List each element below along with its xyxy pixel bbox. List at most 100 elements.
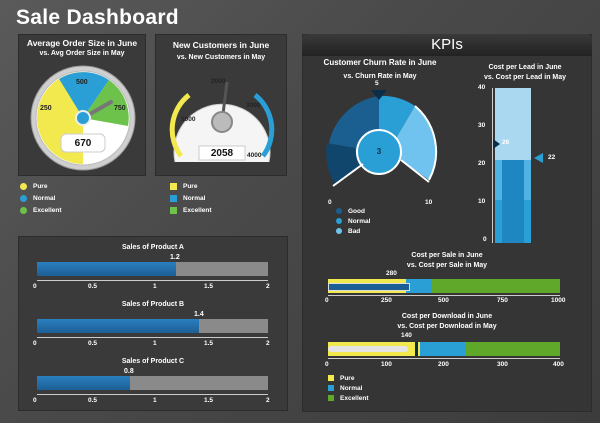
download-bar <box>328 346 408 352</box>
legend-item-excellent: Excellent <box>170 204 212 216</box>
legend-item-excellent: Excellent <box>328 393 369 403</box>
customers-gauge-subtitle: vs. New Customers in May <box>176 54 266 61</box>
order-tick-500: 500 <box>76 79 88 86</box>
sale-tick-1000: 1000 <box>551 297 566 304</box>
product-a-title: Sales of Product A <box>122 244 184 251</box>
order-gauge-legend: Pure Normal Excellent <box>20 180 62 216</box>
lead-tick-40: 40 <box>478 84 486 91</box>
legend-label-normal: Normal <box>183 194 206 202</box>
download-tick-400: 400 <box>553 361 564 368</box>
product-b-axis <box>37 337 268 338</box>
lead-value-arrow-icon <box>534 153 543 163</box>
product-c-tick-1: 1 <box>153 397 157 404</box>
lead-fill <box>502 160 524 243</box>
product-a-tick-1.5: 1.5 <box>204 283 214 290</box>
page-title: Sale Dashboard <box>16 6 179 29</box>
lead-bar-top <box>495 88 531 160</box>
sale-subtitle: vs. Cost per Sale in May <box>406 262 488 269</box>
product-a-ticks: 0 0.5 1 1.5 2 <box>33 283 273 293</box>
customers-gauge-value: 2058 <box>210 148 234 159</box>
product-a-tick-1: 1 <box>153 283 157 290</box>
product-b-tick-0: 0 <box>33 340 37 347</box>
legend-item-bad: Bad <box>336 226 370 236</box>
legend-label-normal: Normal <box>33 194 56 202</box>
churn-value: 3 <box>376 147 382 156</box>
download-tick-100: 100 <box>381 361 392 368</box>
product-c-tick-0.5: 0.5 <box>88 397 98 404</box>
customers-gauge-panel: New Customers in June vs. New Customers … <box>155 34 287 176</box>
lead-value: 22 <box>548 154 556 161</box>
order-tick-750: 750 <box>114 105 126 112</box>
legend-item-pure: Pure <box>170 180 212 192</box>
download-tick-0: 0 <box>325 361 329 368</box>
legend-label-pure: Pure <box>183 182 198 190</box>
churn-top-label: 5 <box>375 80 379 87</box>
churn-gauge <box>326 90 438 187</box>
legend-item-pure: Pure <box>20 180 62 192</box>
legend-item-excellent: Excellent <box>20 204 62 216</box>
lead-marker-label: 26 <box>502 139 510 146</box>
legend-label-excellent: Excellent <box>340 394 369 402</box>
product-a-tick-0.5: 0.5 <box>88 283 98 290</box>
legend-item-good: Good <box>336 206 370 216</box>
product-b-value: 1.4 <box>194 311 204 318</box>
lead-marker-icon <box>493 139 500 149</box>
order-gauge-subtitle: vs. Avg Order Size in May <box>39 50 125 57</box>
legend-label-good: Good <box>348 207 365 215</box>
legend-item-normal: Normal <box>328 383 369 393</box>
product-c-tick-2: 2 <box>266 397 270 404</box>
legend-item-normal: Normal <box>170 192 212 204</box>
product-b-tick-1.5: 1.5 <box>204 340 214 347</box>
churn-min: 0 <box>328 199 332 206</box>
sale-band-blue <box>406 279 432 293</box>
legend-label-excellent: Excellent <box>183 206 212 214</box>
customers-tick-1000: 1000 <box>181 116 196 123</box>
sale-axis <box>328 295 560 296</box>
product-c-bar <box>37 376 130 390</box>
legend-label-normal: Normal <box>348 217 371 225</box>
order-gauge-dial <box>30 65 136 171</box>
download-axis <box>328 358 560 359</box>
churn-legend: Good Normal Bad <box>336 206 370 236</box>
product-a-tick-2: 2 <box>266 283 270 290</box>
sale-tick-500: 500 <box>438 297 449 304</box>
churn-subtitle: vs. Churn Rate in May <box>343 73 417 80</box>
lead-subtitle: vs. Cost per Lead in May <box>483 74 567 81</box>
product-c-value: 0.8 <box>124 368 134 375</box>
legend-item-normal: Normal <box>20 192 62 204</box>
order-gauge-panel: Average Order Size in June vs. Avg Order… <box>18 34 146 176</box>
download-tick-300: 300 <box>497 361 508 368</box>
download-tick-200: 200 <box>438 361 449 368</box>
sale-tick-750: 750 <box>497 297 508 304</box>
product-a-bar <box>37 262 176 276</box>
lead-tick-30: 30 <box>478 122 486 129</box>
lead-title: Cost per Lead in June <box>488 64 562 71</box>
product-c-ticks: 0 0.5 1 1.5 2 <box>33 397 273 407</box>
legend-item-normal: Normal <box>336 216 370 226</box>
customers-gauge-title: New Customers in June <box>172 40 270 50</box>
churn-max: 10 <box>425 199 433 206</box>
download-band-blue <box>420 342 466 356</box>
customers-gauge-dial <box>169 81 275 163</box>
download-band-green <box>466 342 560 356</box>
legend-item-pure: Pure <box>328 373 369 383</box>
order-gauge-value: 670 <box>74 138 92 149</box>
download-marker <box>415 342 418 356</box>
kpis-header: KPIs <box>302 34 592 56</box>
customers-gauge-legend: Pure Normal Excellent <box>170 180 212 216</box>
kpi-legend: Pure Normal Excellent <box>328 373 369 403</box>
product-c-tick-0: 0 <box>33 397 37 404</box>
product-b-title: Sales of Product B <box>121 301 185 308</box>
legend-label-pure: Pure <box>340 374 355 382</box>
product-c-axis <box>37 394 268 395</box>
product-c-tick-1.5: 1.5 <box>204 397 214 404</box>
churn-title: Customer Churn Rate in June <box>323 58 437 67</box>
legend-label-bad: Bad <box>348 227 361 235</box>
order-gauge-title: Average Order Size in June <box>26 38 138 48</box>
sale-tick-250: 250 <box>381 297 392 304</box>
sale-band-green <box>432 279 560 293</box>
product-a-value: 1.2 <box>170 254 180 261</box>
sale-value: 280 <box>386 270 397 277</box>
order-tick-250: 250 <box>40 105 52 112</box>
product-a-tick-0: 0 <box>33 283 37 290</box>
